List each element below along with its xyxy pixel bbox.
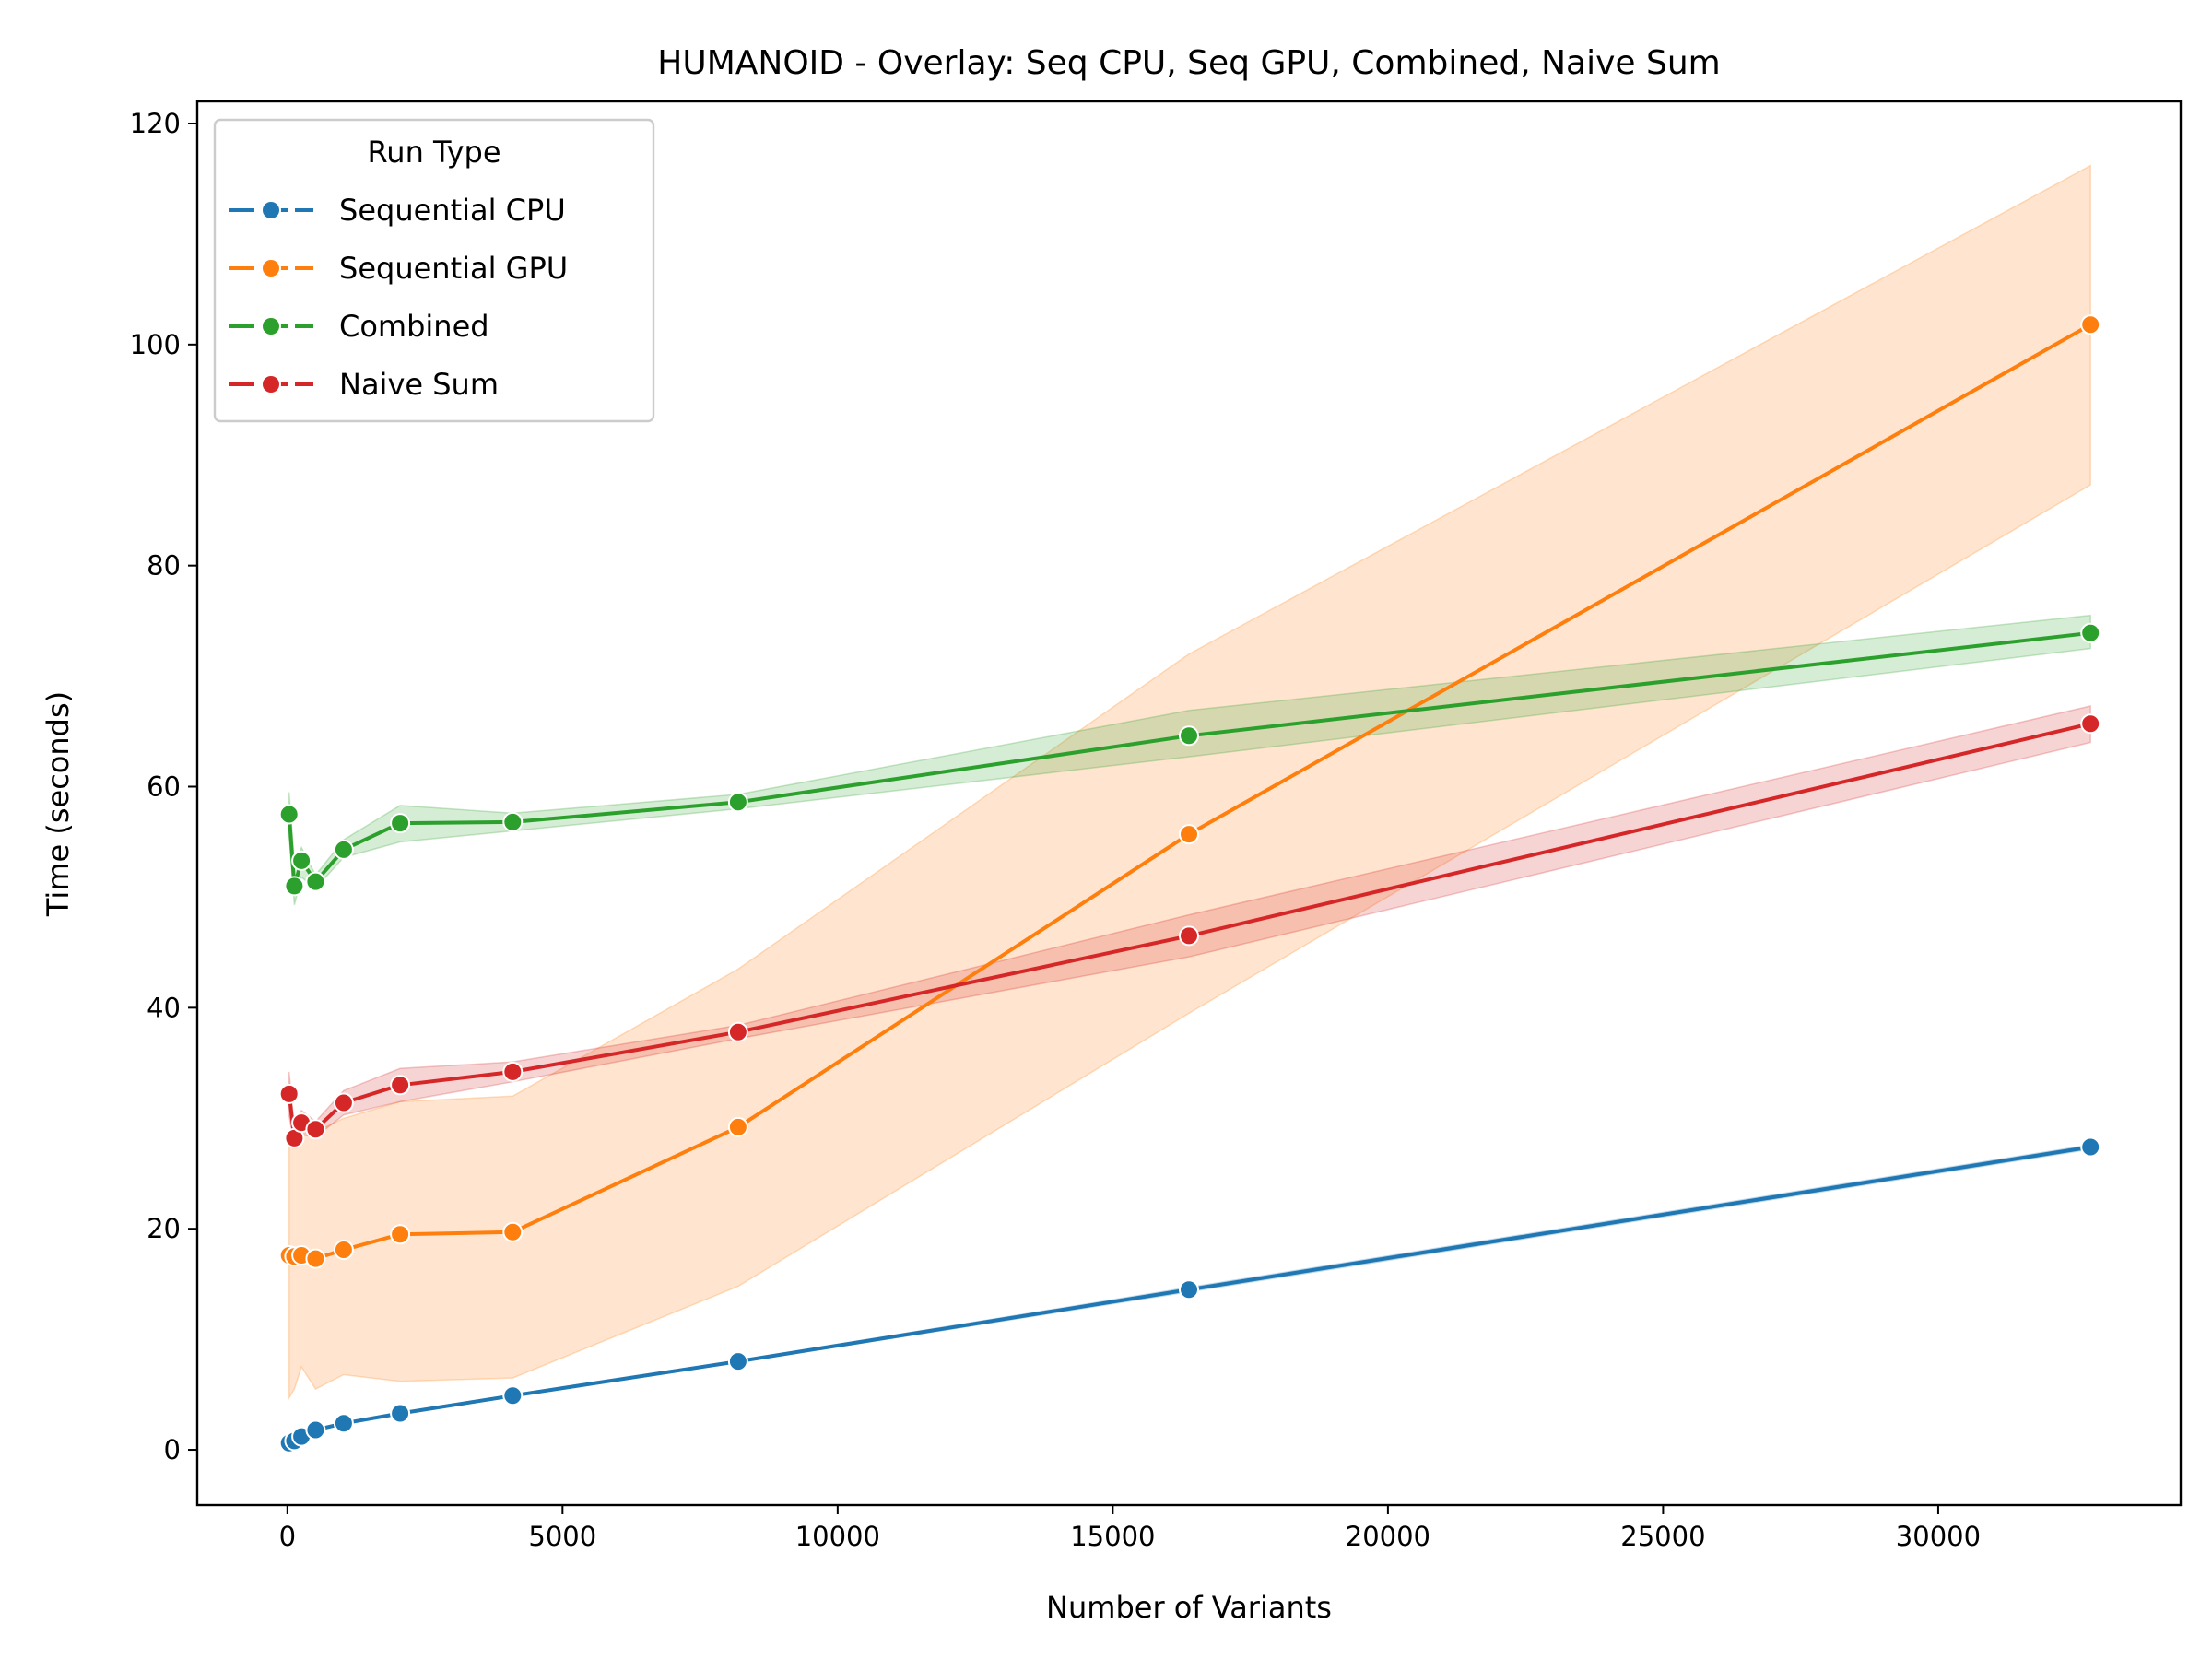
legend-marker-swatch bbox=[261, 258, 281, 278]
legend-entry-naive-sum: Naive Sum bbox=[229, 367, 499, 402]
combined-point bbox=[305, 871, 326, 892]
y-tick-label: 80 bbox=[147, 550, 181, 582]
sequential-gpu-point bbox=[333, 1240, 354, 1260]
y-tick-label: 120 bbox=[130, 108, 181, 139]
x-tick-label: 30000 bbox=[1896, 1521, 1981, 1552]
x-tick-label: 15000 bbox=[1070, 1521, 1155, 1552]
naive-sum-point bbox=[390, 1075, 411, 1096]
legend-marker-swatch bbox=[261, 374, 281, 394]
sequential-gpu-point bbox=[502, 1221, 524, 1242]
naive-sum-point bbox=[333, 1092, 354, 1113]
combined-point bbox=[278, 804, 300, 825]
y-tick-label: 100 bbox=[130, 329, 181, 360]
sequential-cpu-point bbox=[333, 1413, 354, 1434]
x-tick-label: 25000 bbox=[1620, 1521, 1705, 1552]
y-axis-label: Time (seconds) bbox=[41, 691, 76, 917]
legend-marker-swatch bbox=[261, 316, 281, 336]
naive-sum-point bbox=[2080, 713, 2101, 735]
series-points bbox=[278, 314, 2101, 1453]
sequential-gpu-point bbox=[390, 1224, 411, 1245]
naive-sum-point bbox=[502, 1061, 524, 1082]
combined-point bbox=[727, 792, 748, 813]
sequential-cpu-point bbox=[390, 1403, 411, 1424]
x-tick-label: 10000 bbox=[795, 1521, 880, 1552]
legend-label: Sequential GPU bbox=[339, 251, 568, 286]
x-tick-label: 20000 bbox=[1346, 1521, 1430, 1552]
y-axis-ticks: 0 20 40 60 80 100 120 bbox=[130, 108, 197, 1465]
sequential-gpu-point bbox=[1179, 824, 1199, 845]
naive-sum-point bbox=[278, 1083, 300, 1104]
legend-entries: Sequential CPU Sequential GPU Combined Naiv… bbox=[229, 193, 568, 402]
legend-box bbox=[213, 118, 655, 423]
x-tick-label: 0 bbox=[279, 1521, 296, 1552]
combined-point bbox=[284, 876, 305, 897]
combined-point bbox=[1179, 725, 1199, 747]
combined-point bbox=[2080, 622, 2101, 643]
y-tick-label: 20 bbox=[147, 1213, 181, 1244]
legend-entry-sequential-gpu: Sequential GPU bbox=[229, 251, 568, 286]
legend-entry-combined: Combined bbox=[229, 309, 489, 344]
naive-sum-point bbox=[1179, 925, 1199, 947]
sequential-cpu-point bbox=[2080, 1136, 2101, 1158]
legend: Run Type Sequential CPU Sequential GPU Com… bbox=[213, 118, 655, 423]
legend-label: Combined bbox=[339, 309, 489, 344]
combined-point bbox=[291, 850, 312, 871]
sequential-gpu-point bbox=[305, 1248, 326, 1269]
combined-line bbox=[287, 630, 2091, 888]
y-tick-label: 40 bbox=[147, 992, 181, 1023]
chart-title: HUMANOID - Overlay: Seq CPU, Seq GPU, Co… bbox=[657, 44, 1720, 82]
legend-label: Sequential CPU bbox=[339, 193, 566, 228]
x-axis-label: Number of Variants bbox=[1046, 1590, 1332, 1625]
naive-sum-point bbox=[305, 1119, 326, 1140]
x-tick-label: 5000 bbox=[528, 1521, 596, 1552]
sequential-cpu-point bbox=[502, 1385, 524, 1406]
sequential-cpu-point bbox=[727, 1351, 748, 1372]
legend-label: Naive Sum bbox=[339, 367, 499, 402]
sequential-cpu-point bbox=[305, 1419, 326, 1441]
sequential-cpu-point bbox=[1179, 1279, 1199, 1300]
sequential-gpu-point bbox=[2080, 314, 2101, 335]
legend-marker-swatch bbox=[261, 200, 281, 220]
legend-entry-sequential-cpu: Sequential CPU bbox=[229, 193, 566, 228]
y-tick-label: 60 bbox=[147, 771, 181, 803]
combined-point bbox=[390, 813, 411, 834]
x-axis-ticks: 0 5000 10000 15000 20000 25000 30000 bbox=[279, 1505, 1981, 1552]
sequential-gpu-point bbox=[727, 1116, 748, 1137]
naive-sum-point bbox=[727, 1021, 748, 1042]
legend-title: Run Type bbox=[367, 135, 500, 170]
y-tick-label: 0 bbox=[164, 1434, 181, 1465]
combined-point bbox=[333, 839, 354, 860]
plot-area-frame bbox=[195, 100, 2183, 1507]
combined-point bbox=[502, 811, 524, 832]
